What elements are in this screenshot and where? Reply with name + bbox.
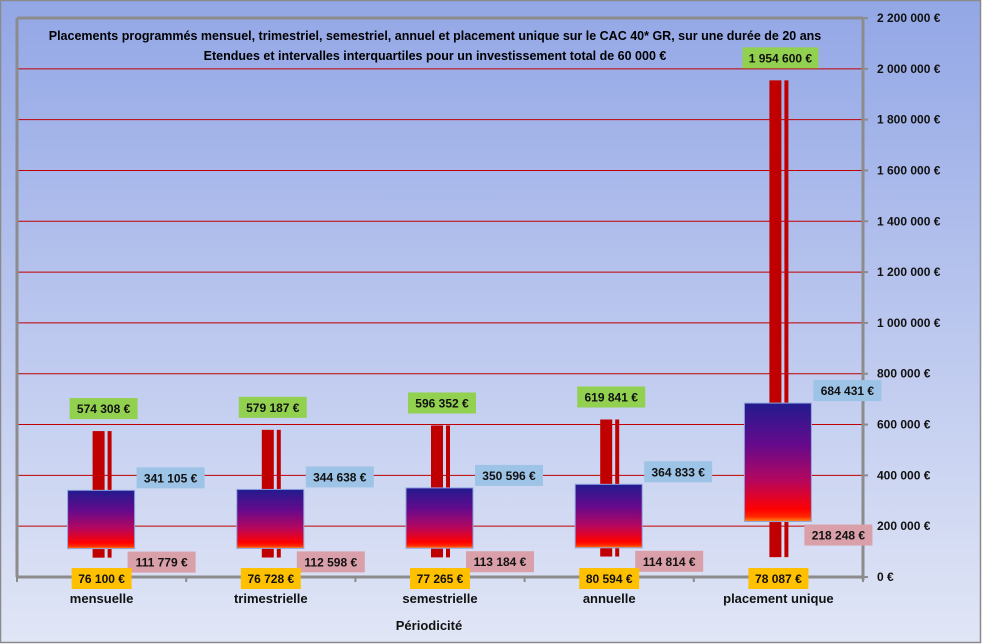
q1-label-group: 218 248 € — [804, 524, 873, 546]
q3-label-background — [305, 466, 374, 488]
chart-subtitle: Etendues et intervalles interquartiles p… — [204, 49, 667, 63]
q3-label-group: 341 105 € — [136, 467, 205, 489]
q3-label-background — [644, 461, 713, 483]
q3-label: 341 105 € — [144, 471, 198, 485]
min-label-background — [240, 568, 301, 589]
x-tick-label: semestrielle — [402, 591, 477, 606]
interquartile-box — [67, 489, 136, 550]
chart-title: Placements programmés mensuel, trimestri… — [49, 29, 822, 43]
y-tick-label: 1 600 000 € — [877, 163, 941, 177]
min-label: 77 265 € — [417, 572, 464, 586]
min-label: 76 728 € — [247, 572, 294, 586]
q3-label-background — [475, 464, 543, 486]
min-label-group: 76 728 € — [240, 568, 301, 589]
min-label: 78 087 € — [755, 572, 802, 586]
min-label-group: 78 087 € — [748, 568, 809, 589]
max-label-group: 574 308 € — [69, 398, 138, 420]
y-tick-label: 1 400 000 € — [877, 214, 941, 228]
q3-label: 364 833 € — [652, 465, 706, 479]
x-tick-label: annuelle — [583, 591, 636, 606]
q1-label: 218 248 € — [812, 529, 866, 543]
max-label-background — [408, 392, 476, 414]
q1-label-background — [296, 551, 365, 573]
min-label-group: 77 265 € — [410, 568, 470, 589]
min-label: 80 594 € — [586, 572, 633, 586]
max-label: 1 954 600 € — [749, 51, 813, 65]
interquartile-box — [574, 483, 643, 549]
q1-label-group: 112 598 € — [296, 551, 365, 573]
data-labels: 574 308 € 341 105 € 111 779 € 76 100 € 579 1… — [69, 47, 882, 589]
q1-label-group: 114 814 € — [635, 550, 704, 572]
min-label-group: 76 100 € — [71, 568, 132, 589]
y-tick-label: 2 000 000 € — [877, 62, 941, 76]
q1-label: 114 814 € — [643, 555, 696, 569]
q3-label: 350 596 € — [482, 469, 536, 483]
q3-label: 344 638 € — [313, 470, 367, 484]
max-label: 574 308 € — [77, 402, 131, 416]
q1-label-background — [127, 551, 196, 573]
y-tick-label: 2 200 000 € — [877, 11, 941, 25]
q3-label: 684 431 € — [821, 384, 875, 398]
box-marks — [67, 80, 812, 558]
q1-label: 111 779 € — [136, 556, 188, 570]
x-tick-label: trimestrielle — [234, 591, 308, 606]
y-tick-label: 1 800 000 € — [877, 113, 941, 127]
max-label-background — [742, 47, 819, 69]
q3-label-background — [136, 467, 205, 489]
interquartile-box — [236, 488, 305, 549]
x-axis-title: Périodicité — [396, 618, 462, 633]
max-label-group: 596 352 € — [408, 392, 476, 414]
min-label-background — [71, 568, 132, 589]
min-label-background — [410, 568, 470, 589]
min-label-group: 80 594 € — [579, 568, 640, 589]
q1-label-group: 111 779 € — [127, 551, 196, 573]
interquartile-box — [743, 402, 812, 523]
y-tick-label: 200 000 € — [877, 519, 931, 533]
range-bar-thin — [784, 80, 789, 558]
max-label-background — [69, 398, 138, 420]
q1-label-background — [635, 550, 704, 572]
q1-label-background — [804, 524, 873, 546]
y-tick-label: 800 000 € — [877, 367, 931, 381]
y-tick-label: 0 € — [877, 570, 894, 584]
q1-label: 112 598 € — [304, 555, 357, 569]
max-label-group: 619 841 € — [577, 386, 646, 408]
q1-label: 113 184 € — [474, 555, 527, 569]
q3-label-group: 684 431 € — [813, 380, 882, 402]
y-tick-label: 600 000 € — [877, 418, 931, 432]
q3-label-group: 364 833 € — [644, 461, 713, 483]
q3-label-group: 344 638 € — [305, 466, 374, 488]
x-tick-label: placement unique — [723, 591, 834, 606]
max-label: 596 352 € — [415, 396, 469, 410]
y-tick-label: 1 000 000 € — [877, 316, 941, 330]
q1-label-background — [466, 551, 534, 573]
axes: 0 € 200 000 € 400 000 € 600 000 € 800 000 € 1… — [15, 11, 941, 606]
min-label-background — [579, 568, 640, 589]
interquartile-box — [405, 487, 474, 549]
max-label-group: 579 187 € — [238, 396, 307, 418]
max-label-background — [238, 396, 307, 418]
max-label: 579 187 € — [246, 401, 300, 415]
min-label: 76 100 € — [78, 572, 125, 586]
q3-label-background — [813, 380, 882, 402]
y-tick-label: 400 000 € — [877, 468, 931, 482]
max-label: 619 841 € — [585, 391, 639, 405]
max-label-background — [577, 386, 646, 408]
x-tick-label: mensuelle — [70, 591, 134, 606]
max-label-group: 1 954 600 € — [742, 47, 819, 69]
q3-label-group: 350 596 € — [475, 464, 543, 486]
q1-label-group: 113 184 € — [466, 551, 534, 573]
y-tick-label: 1 200 000 € — [877, 265, 941, 279]
min-label-background — [748, 568, 809, 589]
